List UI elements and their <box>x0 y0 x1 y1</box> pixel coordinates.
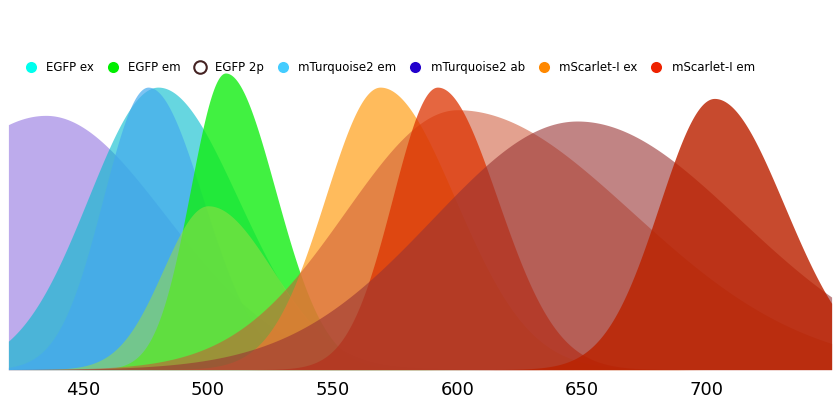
Legend: EGFP ex, EGFP em, EGFP 2p, mTurquoise2 em, mTurquoise2 ab, mScarlet-I ex, mScarl: EGFP ex, EGFP em, EGFP 2p, mTurquoise2 e… <box>14 56 759 79</box>
